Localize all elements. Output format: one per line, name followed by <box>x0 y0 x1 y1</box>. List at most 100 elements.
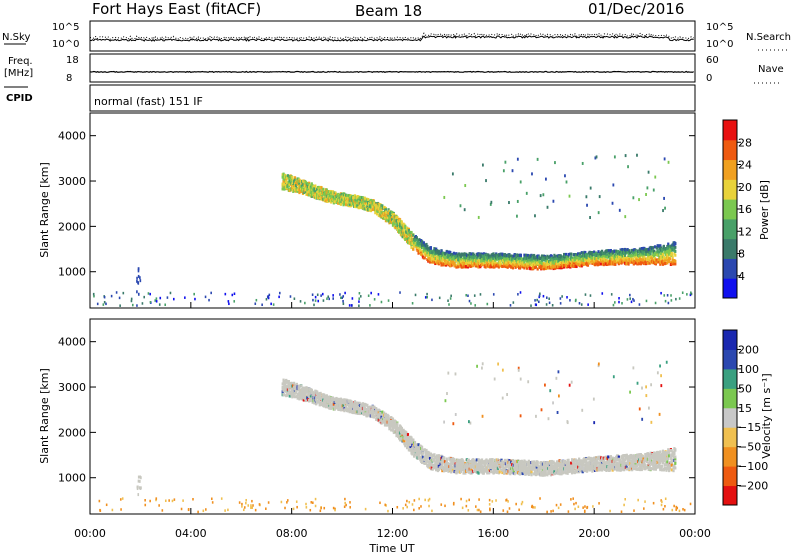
echo-cell <box>652 246 655 250</box>
echo-cell <box>608 262 611 266</box>
echo-cell <box>629 251 632 255</box>
echo-cell <box>397 426 400 430</box>
echo-cell <box>457 458 460 462</box>
echo-cell <box>629 297 631 300</box>
echo-cell <box>332 297 334 300</box>
echo-cell <box>267 296 270 300</box>
echo-cell <box>433 250 436 254</box>
echo-cell <box>459 469 463 473</box>
echo-cell <box>448 303 450 306</box>
echo-cell <box>407 439 410 443</box>
echo-cell <box>467 470 470 474</box>
echo-cell <box>508 201 510 205</box>
echo-cell <box>652 188 655 192</box>
echo-cell <box>405 442 408 446</box>
nsky-label: N.Sky <box>2 32 30 43</box>
echo-cell <box>314 184 317 188</box>
echo-cell <box>371 205 374 209</box>
echo-cell <box>345 203 348 207</box>
echo-cell <box>136 279 138 283</box>
echo-cell <box>600 262 603 266</box>
echo-cell <box>96 302 99 306</box>
echo-cell <box>445 457 448 461</box>
echo-cell <box>445 250 448 254</box>
echo-cell <box>367 197 370 201</box>
echo-cell <box>441 259 444 263</box>
echo-cell <box>345 407 349 411</box>
echo-cell <box>590 256 593 260</box>
echo-cell <box>450 457 453 461</box>
echo-cell <box>169 291 172 295</box>
colorbar-tick-label: 16 <box>738 203 752 216</box>
echo-cell <box>497 253 500 257</box>
echo-cell <box>470 302 472 305</box>
colorbar-segment <box>723 199 737 220</box>
echo-cell <box>518 266 522 270</box>
echo-cell <box>421 448 425 452</box>
echo-cell <box>380 214 383 218</box>
echo-cell <box>633 261 636 265</box>
echo-cell <box>453 459 456 463</box>
echo-cell <box>339 293 341 296</box>
colorbar-tick-label: 4 <box>738 270 745 283</box>
echo-cell <box>433 453 436 457</box>
echo-cell <box>539 260 542 264</box>
echo-cell <box>122 291 125 295</box>
echo-cell <box>470 468 473 472</box>
echo-cell <box>623 250 626 254</box>
echo-cell <box>640 247 643 251</box>
echo-cell <box>606 255 609 259</box>
echo-cell <box>370 412 373 416</box>
echo-cell <box>322 187 325 191</box>
echo-cell <box>670 299 673 302</box>
echo-cell <box>382 214 385 218</box>
echo-cell <box>459 255 463 259</box>
echo-cell <box>563 256 567 260</box>
cpid-text: normal (fast) 151 IF <box>94 95 203 108</box>
echo-cell <box>591 253 594 257</box>
echo-cell <box>378 409 381 413</box>
echo-cell <box>336 397 339 401</box>
echo-cell <box>578 252 582 256</box>
echo-cell <box>385 417 388 421</box>
echo-cell <box>333 407 336 411</box>
echo-cell <box>614 262 617 266</box>
echo-cell <box>366 403 369 407</box>
echo-cell <box>184 296 186 299</box>
echo-cell <box>392 212 395 216</box>
station-title: Fort Hays East (fitACF) <box>92 0 261 18</box>
echo-cell <box>298 182 301 186</box>
colorbar-segment <box>723 258 737 279</box>
echo-cell <box>589 259 592 263</box>
echo-cell <box>659 244 662 248</box>
echo-cell <box>489 261 493 265</box>
echo-cell <box>621 302 623 305</box>
echo-cell <box>92 292 95 296</box>
power-echoes <box>92 153 693 307</box>
echo-cell <box>131 303 134 307</box>
echo-cell <box>390 216 394 220</box>
echo-cell <box>327 193 330 197</box>
echo-cell <box>466 265 470 269</box>
echo-cell <box>288 179 291 183</box>
echo-cell <box>406 437 410 441</box>
echo-cell <box>595 155 598 159</box>
echo-cell <box>511 261 515 265</box>
echo-cell <box>663 256 666 260</box>
echo-cell <box>310 193 313 197</box>
echo-cell <box>488 258 492 262</box>
echo-cell <box>419 455 422 459</box>
echo-cell <box>139 279 142 283</box>
echo-cell <box>301 386 305 390</box>
echo-cell <box>210 291 212 295</box>
echo-cell <box>565 180 568 184</box>
echo-cell <box>164 303 167 307</box>
echo-cell <box>450 294 452 298</box>
echo-cell <box>468 299 471 303</box>
echo-cell <box>364 403 367 407</box>
echo-cell <box>565 264 568 268</box>
echo-cell <box>593 253 596 257</box>
echo-cell <box>519 291 522 294</box>
